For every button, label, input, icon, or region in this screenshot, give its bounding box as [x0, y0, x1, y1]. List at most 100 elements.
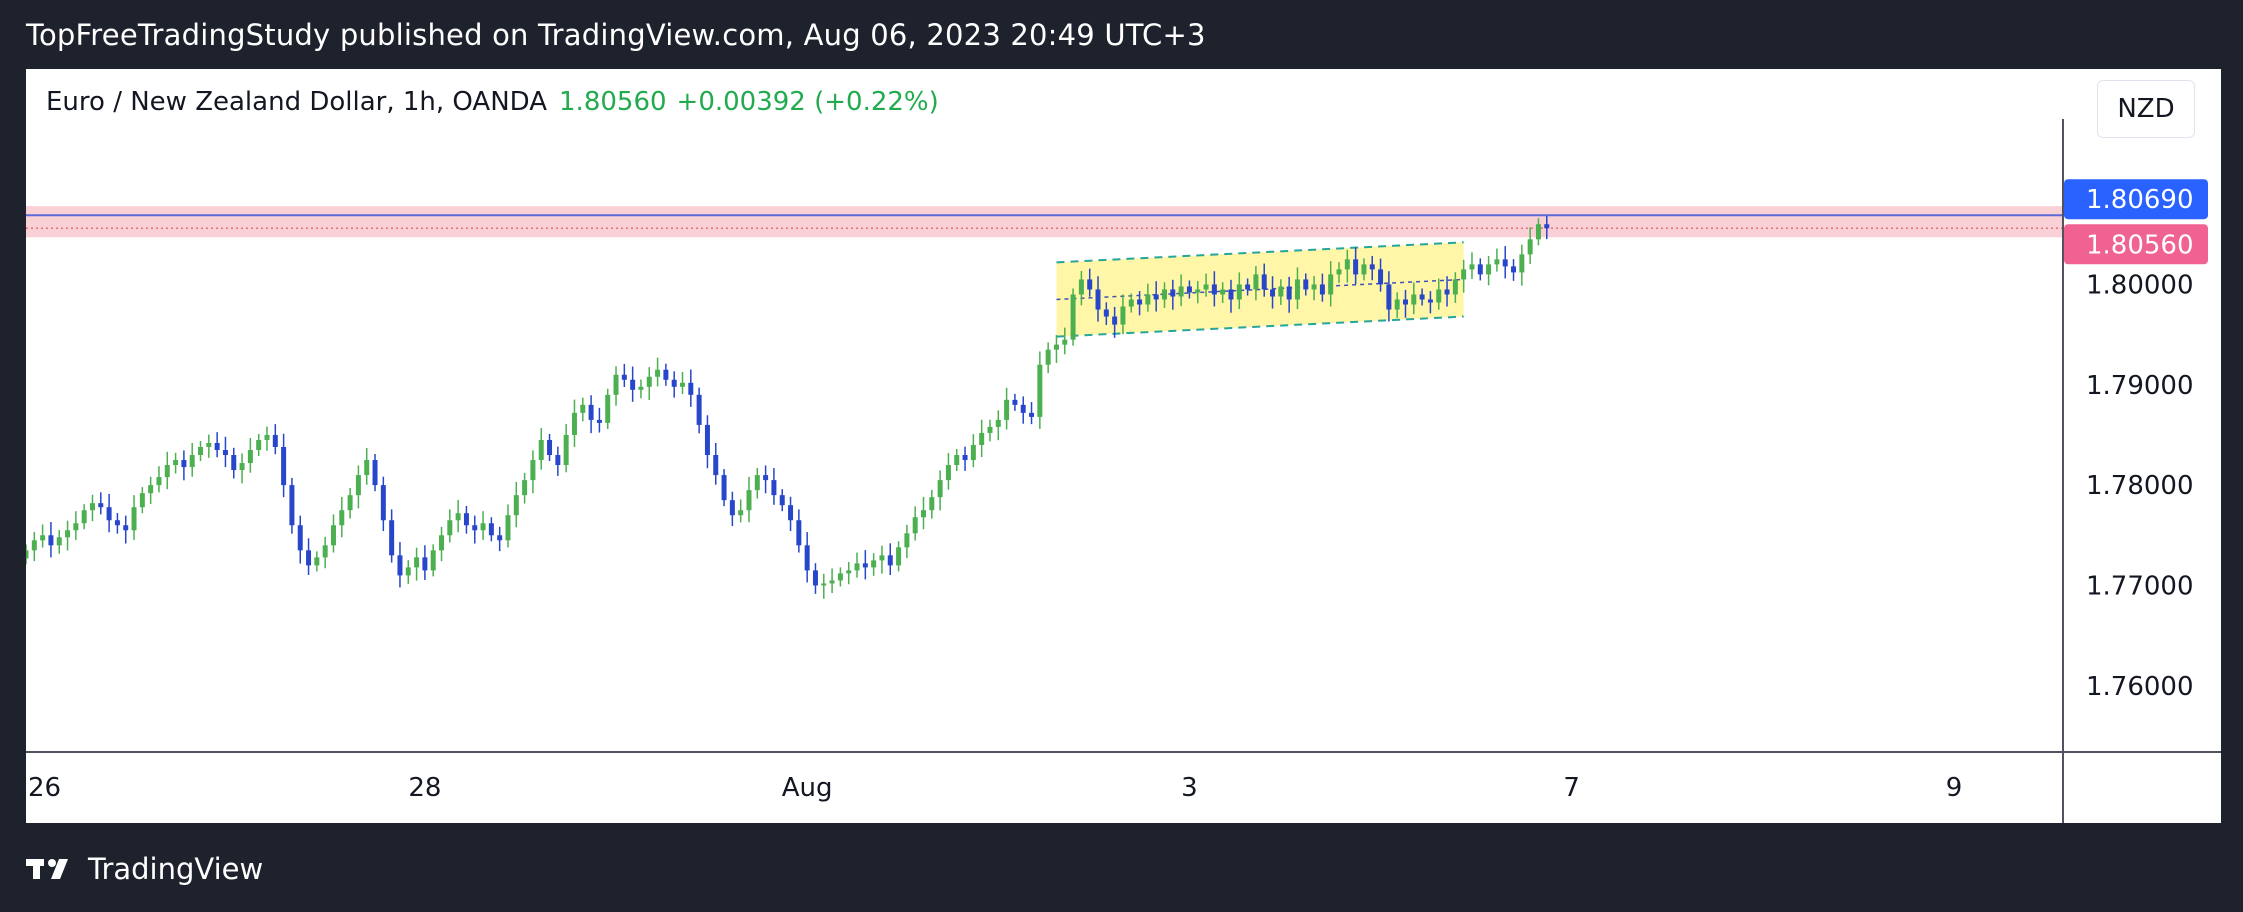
- x-tick-label: 26: [28, 773, 61, 803]
- candle-body: [555, 455, 561, 466]
- candle-body: [663, 369, 669, 380]
- candle-body: [763, 475, 769, 481]
- candle-body: [1103, 309, 1109, 317]
- candle-body: [1029, 412, 1035, 417]
- candle-body: [630, 379, 636, 390]
- candle-body: [164, 465, 170, 478]
- price-tag-box: [2064, 224, 2208, 265]
- candle-body: [596, 419, 602, 423]
- candle-body: [1012, 399, 1018, 405]
- candle-body: [447, 520, 453, 536]
- candle-body: [156, 477, 162, 486]
- candle-body: [1336, 269, 1342, 275]
- candle-body: [887, 555, 893, 566]
- channel-mid-line: [1056, 278, 1464, 301]
- candle-body: [829, 580, 835, 584]
- candle-body: [123, 525, 129, 531]
- candle-body: [339, 510, 345, 526]
- candle-body: [1070, 294, 1076, 340]
- candle-body: [488, 523, 494, 536]
- candle-body: [1112, 316, 1118, 325]
- candle-body: [929, 497, 935, 511]
- candle-body: [1228, 289, 1234, 300]
- candle-body: [854, 563, 860, 571]
- resistance-zone: [26, 206, 2062, 238]
- publish-line: TopFreeTradingStudy published on Trading…: [26, 18, 1206, 52]
- x-tick-label: Aug: [782, 773, 833, 803]
- candle-body: [995, 419, 1001, 427]
- candle-body: [1078, 279, 1084, 295]
- candle-body: [1153, 294, 1159, 300]
- candle-body: [40, 535, 46, 541]
- candle-body: [239, 463, 245, 471]
- candle-body: [505, 515, 511, 541]
- candle-body: [1261, 274, 1267, 290]
- candle-body: [389, 520, 395, 556]
- candle-body: [970, 444, 976, 461]
- candle-body: [1369, 264, 1375, 270]
- candle-body: [89, 503, 95, 511]
- candle-body: [771, 480, 777, 496]
- chart-panel[interactable]: 1.80000 1.79000 1.78000 1.77000 1.76000 26 28 A…: [26, 69, 2221, 823]
- candle-body: [1170, 289, 1176, 297]
- candle-body: [563, 434, 569, 466]
- candle-body: [704, 424, 710, 456]
- candle-body: [480, 523, 486, 531]
- candle-body: [148, 485, 154, 494]
- candle-body: [513, 495, 519, 516]
- candle-body: [713, 455, 719, 476]
- candle-body: [222, 450, 228, 456]
- candle-body: [754, 475, 760, 491]
- candlestick-chart[interactable]: 1.80000 1.79000 1.78000 1.77000 1.76000 26 28 A…: [26, 69, 2221, 823]
- candle-body: [1419, 294, 1425, 300]
- candle-body: [1344, 259, 1350, 270]
- candle-body: [547, 439, 553, 456]
- candle-body: [1544, 224, 1550, 229]
- candle-body: [1037, 364, 1043, 417]
- candle-body: [497, 535, 503, 541]
- candle-body: [322, 545, 328, 558]
- candle-body: [530, 460, 536, 481]
- candle-body: [380, 485, 386, 521]
- symbol-legend: Euro / New Zealand Dollar, 1h, OANDA 1.80…: [46, 87, 939, 117]
- candle-body: [297, 525, 303, 551]
- candle-body: [688, 382, 694, 395]
- symbol-price: 1.80560: [559, 87, 667, 117]
- candle-body: [264, 434, 270, 440]
- candle-body: [879, 555, 885, 561]
- candle-body: [1361, 264, 1367, 275]
- candle-body: [463, 513, 469, 526]
- candle-body: [1294, 279, 1300, 300]
- candle-body: [198, 446, 204, 456]
- candle-body: [455, 513, 461, 521]
- candle-body: [1519, 254, 1525, 273]
- candle-body: [131, 507, 137, 531]
- candle-body: [1452, 279, 1458, 295]
- candle-body: [1278, 286, 1284, 297]
- candle-body: [538, 439, 544, 461]
- candle-body: [1087, 279, 1093, 290]
- candle-body: [1303, 279, 1309, 290]
- candle-body: [1253, 274, 1259, 290]
- candle-body: [796, 520, 802, 546]
- candle-body: [1095, 289, 1101, 310]
- candle-body: [281, 446, 287, 486]
- candle-body: [1020, 404, 1026, 413]
- candle-body: [81, 510, 87, 524]
- x-tick-label: 28: [408, 773, 441, 803]
- currency-button[interactable]: NZD: [2097, 80, 2195, 138]
- x-tick-label: 3: [1181, 773, 1198, 803]
- price-tag-box: [2064, 179, 2208, 220]
- candle-body: [314, 557, 320, 566]
- candle-body: [721, 475, 727, 501]
- candle-body: [788, 505, 794, 521]
- candle-body: [114, 520, 120, 526]
- candle-body: [588, 404, 594, 420]
- candle-body: [1236, 284, 1242, 300]
- candle-body: [347, 495, 353, 511]
- candle-body: [862, 563, 868, 568]
- candle-body: [979, 432, 985, 445]
- candle-body: [1469, 264, 1475, 270]
- candle-body: [729, 500, 735, 516]
- candle-body: [430, 550, 436, 571]
